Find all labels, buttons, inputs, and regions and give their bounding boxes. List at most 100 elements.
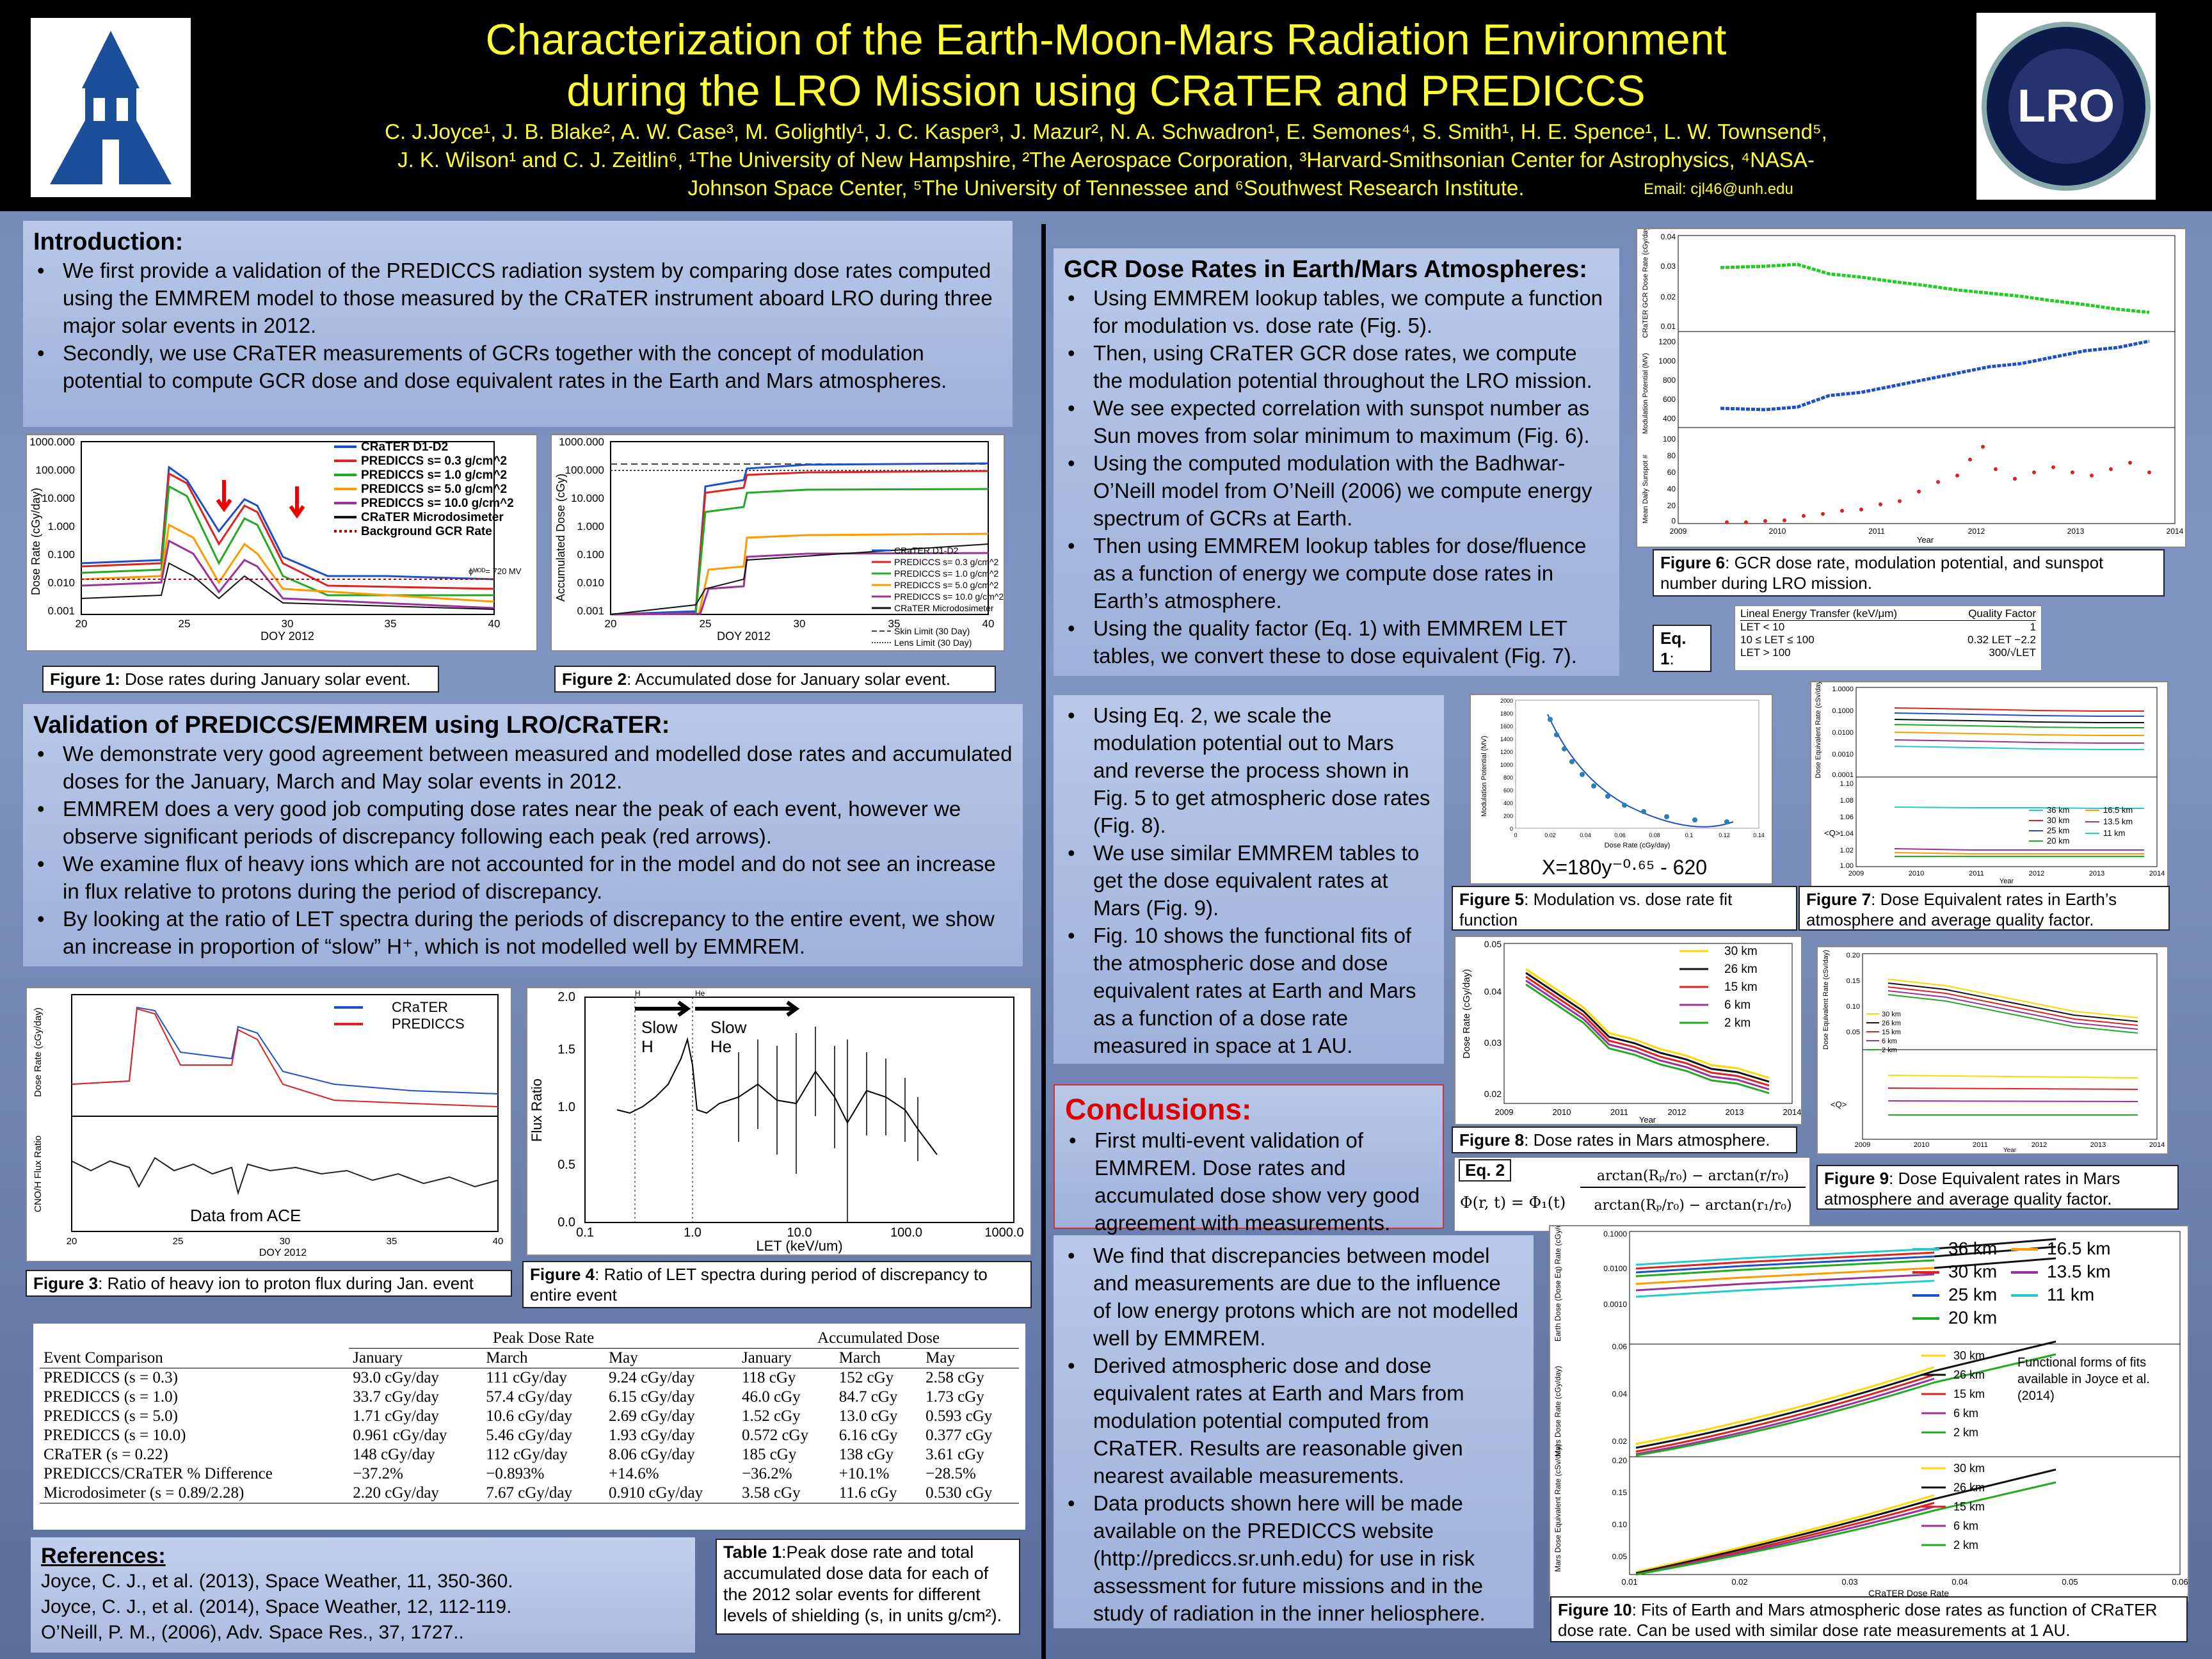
- chart-mark: [2032, 470, 2036, 474]
- red-arrow-icon: [216, 480, 232, 513]
- author-list: C. J.Joyce¹, J. B. Blake², A. W. Case³, …: [385, 120, 1827, 200]
- chart-label: PREDICCS s= 1.0 g/cm^2: [894, 568, 999, 579]
- chart-label: Dose Rate (cGy/day): [33, 1007, 44, 1097]
- chart-mark: [1635, 1259, 1935, 1278]
- chart-label: 1200: [1500, 749, 1513, 755]
- chart-label: 2013: [2067, 527, 2085, 536]
- chart-mark: [81, 539, 495, 609]
- chart-label: 0.1: [576, 1226, 594, 1240]
- chart-mark: [1894, 739, 2144, 744]
- chart-label: Year: [1639, 1115, 1656, 1124]
- chart-label: LRO: [2017, 81, 2115, 132]
- chart-label: 2009: [1495, 1107, 1514, 1117]
- chart-label: 800: [1663, 376, 1676, 385]
- tower-icon: [50, 31, 172, 184]
- chart-label: 0.0010: [1832, 751, 1854, 758]
- chart-mark: [1855, 776, 2158, 867]
- chart-label: 100: [1663, 435, 1676, 444]
- chart-label: 0.5: [557, 1158, 575, 1172]
- chart-label: 0.001: [47, 605, 75, 617]
- introduction-heading: Introduction:: [33, 228, 184, 255]
- chart-mark: [1720, 262, 2150, 314]
- table-1: Peak Dose Rate Accumulated Dose Event Com…: [33, 1324, 1025, 1530]
- chart-label: 0.100: [577, 549, 604, 561]
- chart-label: PREDICCS s= 1.0 g/cm^2: [361, 469, 507, 482]
- chart-mark: [1515, 700, 1759, 829]
- figure-8-caption: Figure 8: Dose rates in Mars atmosphere.: [1452, 1126, 1797, 1153]
- chart-label: 0.15: [1612, 1488, 1628, 1497]
- chart-label: 2012: [1668, 1107, 1687, 1117]
- chart-label: 20: [67, 1236, 77, 1247]
- figure-3-chart: Dose Rate (cGy/day) CNO/H Flux Ratio CRa…: [33, 994, 503, 1258]
- dose-comparison-table: Peak Dose Rate Accumulated Dose Event Com…: [40, 1329, 1019, 1503]
- chart-mark: [81, 485, 494, 597]
- chart-label: Dose Rate (cGy/day): [29, 488, 42, 595]
- chart-label: 100.0: [890, 1226, 922, 1240]
- chart-label: 1.00: [1840, 862, 1854, 870]
- chart-label: 1.10: [1840, 780, 1854, 788]
- chart-label: 25: [179, 618, 191, 630]
- chart-label: 800: [1503, 774, 1513, 781]
- figure-7-chart: Dose Equivalent Rate (cSv/day) <Q> 1.000…: [1815, 678, 2165, 885]
- chart-label: 26 km: [1882, 1020, 1901, 1027]
- chart-label: 2010: [1769, 527, 1786, 536]
- chart-label: 2013: [2090, 1141, 2106, 1149]
- chart-mark: [1894, 724, 2144, 728]
- chart-label: 0.06: [2172, 1577, 2188, 1587]
- list-item: We demonstrate very good agreement betwe…: [33, 740, 1013, 795]
- table-row: CRaTER (s = 0.22) 148 cGy/day 112 cGy/day 8…: [44, 1446, 984, 1463]
- list-item: By looking at the ratio of LET spectra d…: [33, 905, 1013, 960]
- chart-label: Dose Rate (cGy/day): [1461, 969, 1472, 1059]
- chart-label: Mean Daily Sunspot #: [1642, 454, 1649, 524]
- chart-label: 2011: [1610, 1107, 1628, 1117]
- chart-label: 30 km: [1948, 1262, 1997, 1281]
- chart-mark: [1894, 732, 2144, 736]
- figure-10-chart: Earth Dose (Dose Eq) Rate (cGy/day (cSv/…: [1553, 1178, 2188, 1598]
- chart-label: 6 km: [1953, 1519, 1978, 1532]
- chart-mark: [2071, 470, 2074, 474]
- chart-label: 2011: [1969, 870, 1984, 878]
- chart-label: 25: [700, 618, 712, 630]
- chart-label: ϕᴹᴼᴰ= 720 MV: [469, 566, 522, 576]
- chart-label: 1.08: [1840, 797, 1854, 805]
- chart-label: 0.010: [47, 577, 75, 589]
- chart-mark: [2090, 474, 2094, 477]
- chart-label: 0.04: [1484, 986, 1502, 997]
- chart-label: 1.04: [1840, 830, 1854, 838]
- chart-label: Year: [2000, 878, 2014, 885]
- chart-label: X=180y⁻⁰·⁶⁵ - 620: [1542, 856, 1707, 879]
- chart-label: Flux Ratio: [529, 1078, 545, 1142]
- chart-label: 35: [385, 618, 397, 630]
- gcr-heading: GCR Dose Rates in Earth/Mars Atmospheres…: [1064, 256, 1587, 283]
- chart-label: 40: [488, 618, 501, 630]
- chart-label: 2012: [1968, 527, 1985, 536]
- contact-email[interactable]: Email: cjl46@unh.edu: [1644, 180, 1793, 198]
- chart-mark: [2109, 467, 2113, 471]
- chart-mark: [71, 1007, 499, 1107]
- chart-mark: [1629, 1456, 2181, 1575]
- chart-mark: [1635, 1267, 1935, 1285]
- list-item: We use similar EMMREM tables to get the …: [1064, 839, 1434, 922]
- slow-he-label: Slow: [710, 1018, 747, 1037]
- chart-label: 0.0: [557, 1215, 575, 1230]
- references-heading: References:: [41, 1544, 166, 1568]
- chart-mark: [1981, 445, 1985, 449]
- chart-mark: [71, 1157, 499, 1196]
- chart-mark: [1894, 707, 2144, 712]
- chart-label: 100.000: [565, 464, 604, 476]
- chart-label: 0.20: [1612, 1456, 1628, 1465]
- figure-4: Flux Ratio 2.0 1.5 1.0 0.5 0.0 H He Slow…: [526, 987, 1032, 1256]
- chart-label: 0.06: [1614, 832, 1626, 838]
- figure-1: Dose Rate (cGy/day) 1000.000 100.000 10.…: [26, 434, 538, 652]
- red-arrow-icon: [289, 486, 305, 519]
- chart-label: 0.15: [1847, 977, 1860, 985]
- chart-label: 2014: [1783, 1107, 1801, 1117]
- chart-mark: [1503, 943, 1793, 1104]
- list-item: We see expected correlation with sunspot…: [1064, 394, 1609, 449]
- list-item: EMMREM does a very good job computing do…: [33, 795, 1013, 850]
- chart-label: 0.1000: [1603, 1230, 1627, 1238]
- chart-label: 36 km: [2047, 805, 2069, 815]
- chart-mark: [1887, 994, 2138, 1034]
- chart-mark: [1635, 1494, 1935, 1573]
- chart-mark: [1763, 519, 1767, 523]
